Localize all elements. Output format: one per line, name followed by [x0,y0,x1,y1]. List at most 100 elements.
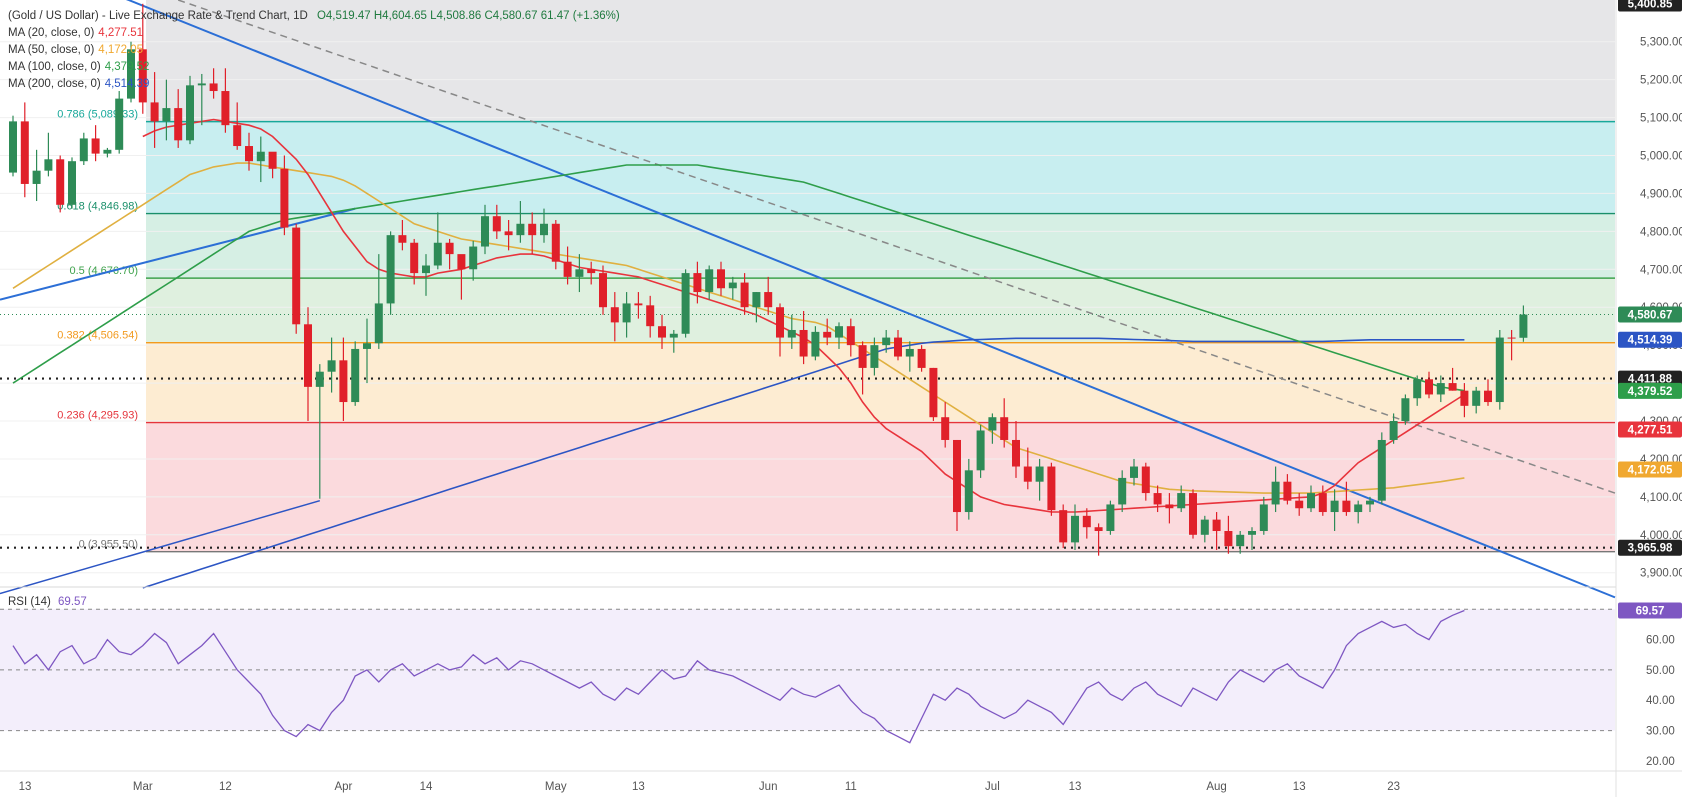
candle-body [315,371,324,387]
candle [1177,485,1186,513]
candle-body [551,223,560,262]
candle-body [1248,531,1256,535]
candle [563,246,572,285]
candle-body [339,360,348,403]
candle-body [1307,493,1315,509]
legend-ma100-label: MA (100, close, 0) [8,61,101,73]
candle [20,102,29,198]
candle [622,292,631,338]
candle [1472,386,1481,414]
time-tick-label: 13 [632,781,645,793]
candle-body [1342,500,1351,513]
candle-body [481,216,489,247]
price-tag-bg [1618,421,1682,438]
candle [516,201,525,243]
candle-body [1495,337,1504,403]
candle-body [1200,519,1209,535]
price-tag-label: 4,172.05 [1628,465,1673,477]
time-tick-label: Mar [133,781,153,793]
rsi-legend-value: 69.57 [58,596,87,608]
price-tag-bg [1618,0,1682,12]
candle-body [1377,439,1386,501]
candle-body [327,360,336,372]
rsi-tick-label: 40.00 [1646,695,1675,707]
candle [1236,531,1245,554]
fib-label-0: 0 (3,955.50) [79,539,138,551]
candle-body [103,149,112,154]
candle [162,79,171,141]
candle-body [374,303,383,344]
candle [1248,527,1256,550]
candle [339,337,348,422]
candle [32,149,41,202]
candle [976,424,985,478]
candle [445,238,454,270]
candle [79,132,88,165]
candle [740,273,749,315]
price-tag-label: 4,514.39 [1628,335,1673,347]
candle-body [705,269,714,293]
candle-body [292,227,301,325]
candle-body [56,159,65,205]
candle [1153,485,1162,513]
candle-body [1283,481,1292,501]
candle [1366,496,1374,513]
price-tag-bg [1618,370,1682,387]
candle [528,212,537,255]
candle-body [516,223,525,236]
rsi-tick-label: 50.00 [1646,665,1675,677]
rsi-legend-label: RSI (14) [8,596,51,608]
price-tick-label: 4,000.00 [1640,530,1682,542]
candle [221,68,230,133]
candle-body [1177,493,1186,509]
candle-body [1460,390,1469,406]
candle-body [870,345,879,368]
candle [304,307,312,422]
candle [1330,489,1339,532]
candle-body [351,348,360,403]
candle [1130,458,1138,486]
candle-body [304,324,312,387]
candle [174,89,183,148]
candle-body [610,307,619,323]
candle [894,329,902,361]
candle-body [1118,477,1127,505]
trendline-lower [0,499,321,595]
legend-ma20-label: MA (20, close, 0) [8,27,95,39]
candle-body [776,307,784,338]
rsi-legend: RSI (14) 69.57 [8,596,87,608]
candle [764,276,773,315]
candle [292,223,301,334]
price-tick-label: 5,000.00 [1640,151,1682,163]
rsi-line [12,609,1465,744]
price-tags: 5,400.85 4,580.67 4,514.39 4,411.884,379.52… [1618,0,1682,619]
candle-body [1259,504,1268,532]
candle-body [658,326,666,338]
candle [858,341,867,395]
legend-ma20: MA (20, close, 0) 4,277.51 [8,25,620,42]
candle-body [764,292,773,308]
fib-band-top [146,0,1615,122]
candle [68,157,76,209]
candle [1413,375,1422,406]
candle-body [905,348,914,357]
candle [103,147,112,158]
candle-body [410,242,419,274]
candle-body [835,326,843,338]
candle-body [9,121,17,173]
candle [492,204,501,239]
candle [1342,481,1351,516]
candle [835,322,843,349]
time-tick-label: 11 [845,781,857,793]
rsi-tag-bg [1618,602,1682,619]
candle-body [1059,510,1068,543]
candle [138,3,147,114]
candle [646,295,655,338]
candle-body [669,333,678,338]
candle [1389,413,1398,444]
candle [1507,329,1516,361]
candle-body [1000,417,1009,440]
legend-ma100: MA (100, close, 0) 4,379.52 [8,59,620,76]
candle-body [752,292,761,308]
